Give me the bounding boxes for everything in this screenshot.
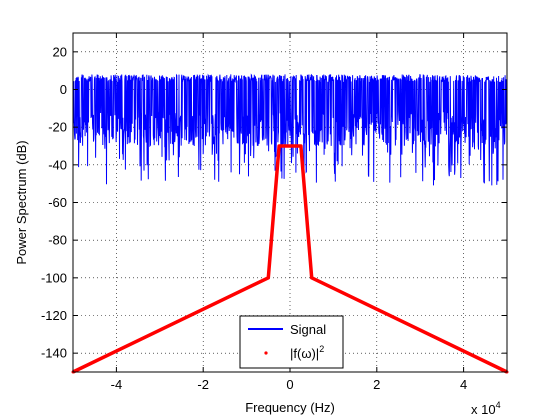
x-axis-exponent-base: x 10 — [471, 402, 496, 417]
y-tick-label: -20 — [48, 120, 67, 135]
x-axis-label: Frequency (Hz) — [245, 400, 335, 415]
model-point — [310, 276, 314, 280]
x-tick-label: 2 — [373, 377, 380, 392]
y-tick-label: 20 — [53, 44, 67, 59]
x-axis-exponent: x 104 — [471, 400, 501, 417]
model-curve-line — [72, 144, 508, 374]
legend-label-model: |f(ω)|2 — [290, 344, 324, 361]
y-tick-label: -80 — [48, 233, 67, 248]
x-tick-label: 4 — [460, 377, 467, 392]
y-tick-label: 0 — [60, 82, 67, 97]
y-tick-label: -40 — [48, 157, 67, 172]
x-tick-label: -4 — [111, 377, 123, 392]
legend-swatch-model — [264, 351, 268, 355]
x-axis-exponent-power: 4 — [496, 400, 501, 410]
model-point — [266, 276, 270, 280]
signal-line — [72, 73, 508, 186]
legend-label-model-power: 2 — [319, 344, 324, 354]
legend: Signal |f(ω)|2 — [239, 315, 344, 369]
series-signal — [72, 73, 508, 186]
grid — [73, 33, 507, 372]
y-axis-label: Power Spectrum (dB) — [14, 140, 29, 264]
y-tick-label: -60 — [48, 195, 67, 210]
legend-label-model-base: |f(ω)| — [290, 346, 319, 361]
y-tick-label: -100 — [41, 270, 67, 285]
legend-label-signal: Signal — [290, 322, 326, 337]
ticks — [73, 33, 507, 372]
series-model — [71, 144, 509, 374]
model-point — [299, 144, 303, 148]
x-tick-label: 0 — [286, 377, 293, 392]
y-tick-label: -140 — [41, 346, 67, 361]
legend-box — [239, 315, 344, 369]
x-tick-label: -2 — [197, 377, 209, 392]
model-point — [277, 144, 281, 148]
y-tick-label: -120 — [41, 308, 67, 323]
